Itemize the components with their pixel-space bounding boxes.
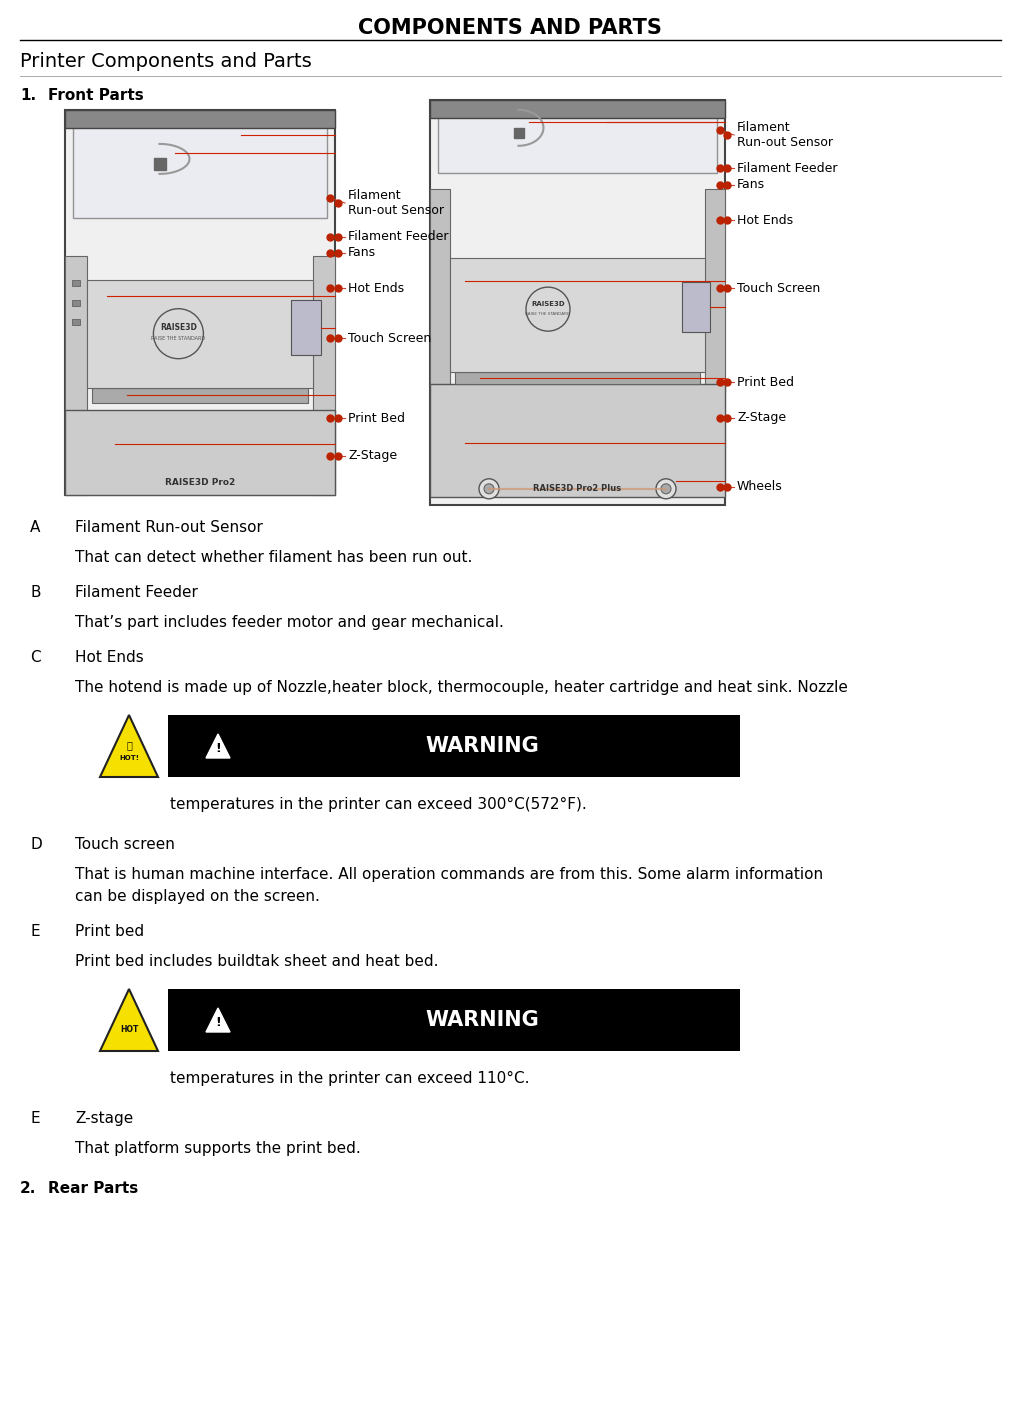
Circle shape (484, 484, 494, 494)
Text: Filament Feeder: Filament Feeder (348, 230, 448, 243)
Text: Filament
Run-out Sensor: Filament Run-out Sensor (348, 190, 444, 218)
Text: Hot Ends: Hot Ends (75, 650, 144, 665)
Text: Z-Stage: Z-Stage (737, 411, 786, 424)
Text: C: C (30, 650, 41, 665)
Bar (430, 100, 725, 505)
Bar (72, 319, 80, 324)
Bar (438, 105, 717, 173)
Text: D: D (30, 837, 42, 852)
Text: E: E (30, 1111, 40, 1126)
Text: 🔧: 🔧 (126, 740, 132, 751)
Text: RAISE3D: RAISE3D (160, 323, 197, 333)
Circle shape (479, 479, 499, 498)
Text: That can detect whether filament has been run out.: That can detect whether filament has bee… (75, 550, 473, 564)
Bar (168, 988, 740, 1052)
Bar (291, 300, 321, 355)
Polygon shape (206, 734, 230, 758)
Polygon shape (100, 988, 158, 1052)
Text: RAISE THE STANDARD: RAISE THE STANDARD (151, 336, 205, 341)
Circle shape (657, 479, 676, 498)
Bar (65, 110, 335, 496)
Bar (450, 258, 704, 372)
Text: Print Bed: Print Bed (348, 411, 405, 424)
Text: Print Bed: Print Bed (737, 375, 794, 389)
Text: Filament Feeder: Filament Feeder (75, 585, 198, 600)
Text: B: B (30, 585, 41, 600)
Text: Hot Ends: Hot Ends (737, 213, 793, 226)
Polygon shape (100, 715, 158, 776)
Bar (430, 190, 450, 392)
Bar (65, 410, 335, 496)
Text: !: ! (215, 1015, 221, 1029)
Text: WARNING: WARNING (426, 1009, 539, 1031)
Text: That is human machine interface. All operation commands are from this. Some alar: That is human machine interface. All ope… (75, 868, 823, 882)
Bar (455, 372, 700, 383)
Text: RAISE3D Pro2: RAISE3D Pro2 (164, 477, 235, 487)
Text: Hot Ends: Hot Ends (348, 281, 404, 295)
Circle shape (661, 484, 671, 494)
Bar (682, 282, 710, 331)
Bar (704, 190, 725, 392)
Text: Touch Screen: Touch Screen (348, 331, 431, 344)
Bar (65, 110, 335, 128)
Text: Fans: Fans (737, 178, 765, 191)
Text: A: A (30, 519, 41, 535)
Text: Filament Run-out Sensor: Filament Run-out Sensor (75, 519, 262, 535)
Text: Printer Components and Parts: Printer Components and Parts (20, 52, 311, 72)
Text: Filament
Run-out Sensor: Filament Run-out Sensor (737, 121, 833, 149)
Text: !: ! (215, 741, 221, 754)
Text: Z-Stage: Z-Stage (348, 449, 397, 462)
Bar (92, 388, 308, 403)
Bar (430, 100, 725, 118)
Text: temperatures in the printer can exceed 300°C(572°F).: temperatures in the printer can exceed 3… (171, 797, 587, 812)
Text: That’s part includes feeder motor and gear mechanical.: That’s part includes feeder motor and ge… (75, 615, 504, 630)
Text: WARNING: WARNING (426, 736, 539, 755)
Text: Touch Screen: Touch Screen (737, 281, 820, 295)
Text: Rear Parts: Rear Parts (48, 1181, 138, 1196)
Bar (72, 281, 80, 286)
Text: HOT!: HOT! (119, 755, 139, 761)
Text: E: E (30, 924, 40, 939)
Text: Wheels: Wheels (737, 480, 783, 493)
Text: Fans: Fans (348, 247, 376, 260)
Text: Print bed includes buildtak sheet and heat bed.: Print bed includes buildtak sheet and he… (75, 953, 438, 969)
Text: RAISE3D Pro2 Plus: RAISE3D Pro2 Plus (533, 484, 622, 493)
Text: RAISE THE STANDARD: RAISE THE STANDARD (526, 312, 571, 316)
Text: Touch screen: Touch screen (75, 837, 175, 852)
Bar (65, 257, 87, 496)
Bar (313, 257, 335, 496)
Text: Filament Feeder: Filament Feeder (737, 161, 837, 174)
Bar (72, 299, 80, 306)
Text: temperatures in the printer can exceed 110°C.: temperatures in the printer can exceed 1… (171, 1071, 530, 1087)
Text: Z-stage: Z-stage (75, 1111, 134, 1126)
Bar (72, 115, 327, 218)
Text: Print bed: Print bed (75, 924, 144, 939)
Text: HOT: HOT (119, 1025, 138, 1033)
Bar (430, 383, 725, 497)
Bar (168, 715, 740, 776)
Text: COMPONENTS AND PARTS: COMPONENTS AND PARTS (358, 18, 662, 38)
Text: 1.: 1. (20, 88, 36, 102)
Text: The hotend is made up of Nozzle,heater block, thermocouple, heater cartridge and: The hotend is made up of Nozzle,heater b… (75, 680, 847, 695)
Text: That platform supports the print bed.: That platform supports the print bed. (75, 1141, 360, 1155)
Text: 2.: 2. (20, 1181, 37, 1196)
Polygon shape (206, 1008, 230, 1032)
Text: Front Parts: Front Parts (48, 88, 144, 102)
Text: can be displayed on the screen.: can be displayed on the screen. (75, 889, 320, 904)
Bar (87, 279, 313, 388)
Text: RAISE3D: RAISE3D (531, 300, 565, 307)
